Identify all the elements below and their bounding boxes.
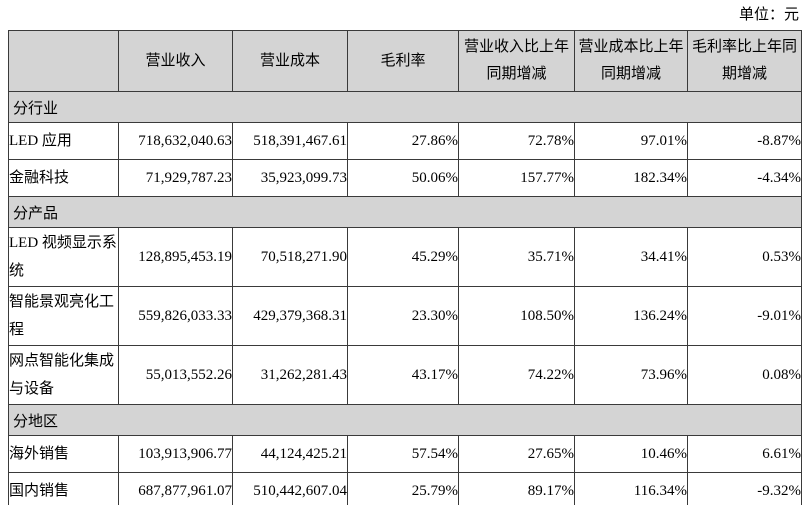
col-header-margin: 毛利率 xyxy=(347,30,459,92)
section-row-by-region: 分地区 xyxy=(8,404,802,436)
unit-label: 单位：元 xyxy=(738,7,799,23)
cost-yoy-cell: 182.34% xyxy=(574,159,688,197)
row-label: 海外销售 xyxy=(8,435,119,473)
cost-yoy-cell: 136.24% xyxy=(574,286,688,346)
revenue-cell: 103,913,906.77 xyxy=(118,435,233,473)
row-label: 国内销售 xyxy=(8,472,119,505)
revenue-cell: 128,895,453.19 xyxy=(118,227,233,287)
margin-yoy-cell: 0.53% xyxy=(687,227,802,287)
cost-cell: 35,923,099.73 xyxy=(232,159,348,197)
revenue-cell: 71,929,787.23 xyxy=(118,159,233,197)
table-row: 海外销售 103,913,906.77 44,124,425.21 57.54%… xyxy=(8,435,802,473)
margin-yoy-cell: -8.87% xyxy=(687,122,802,160)
section-title: 分地区 xyxy=(8,404,802,436)
revenue-yoy-cell: 108.50% xyxy=(458,286,575,346)
cost-cell: 429,379,368.31 xyxy=(232,286,348,346)
table-row: LED 视频显示系统 128,895,453.19 70,518,271.90 … xyxy=(8,227,802,287)
financial-table: 营业收入 营业成本 毛利率 营业收入比上年同期增减 营业成本比上年同期增减 毛利… xyxy=(8,30,802,505)
margin-yoy-cell: 0.08% xyxy=(687,345,802,405)
cost-yoy-cell: 73.96% xyxy=(574,345,688,405)
cost-cell: 510,442,607.04 xyxy=(232,472,348,505)
revenue-yoy-cell: 157.77% xyxy=(458,159,575,197)
margin-cell: 25.79% xyxy=(347,472,459,505)
cost-yoy-cell: 34.41% xyxy=(574,227,688,287)
row-label: 智能景观亮化工程 xyxy=(8,286,119,346)
revenue-cell: 687,877,961.07 xyxy=(118,472,233,505)
margin-yoy-cell: 6.61% xyxy=(687,435,802,473)
table-row: LED 应用 718,632,040.63 518,391,467.61 27.… xyxy=(8,122,802,160)
row-label: 金融科技 xyxy=(8,159,119,197)
revenue-cell: 559,826,033.33 xyxy=(118,286,233,346)
section-row-by-product: 分产品 xyxy=(8,196,802,228)
row-label: LED 视频显示系统 xyxy=(8,227,119,287)
cost-cell: 44,124,425.21 xyxy=(232,435,348,473)
section-title: 分产品 xyxy=(8,196,802,228)
margin-cell: 45.29% xyxy=(347,227,459,287)
section-title: 分行业 xyxy=(8,91,802,123)
row-label: LED 应用 xyxy=(8,122,119,160)
margin-cell: 43.17% xyxy=(347,345,459,405)
col-header-revenue-yoy: 营业收入比上年同期增减 xyxy=(458,30,575,92)
cost-yoy-cell: 116.34% xyxy=(574,472,688,505)
revenue-yoy-cell: 72.78% xyxy=(458,122,575,160)
table-header-row: 营业收入 营业成本 毛利率 营业收入比上年同期增减 营业成本比上年同期增减 毛利… xyxy=(8,30,802,92)
revenue-cell: 718,632,040.63 xyxy=(118,122,233,160)
revenue-yoy-cell: 27.65% xyxy=(458,435,575,473)
col-header-margin-yoy: 毛利率比上年同期增减 xyxy=(687,30,802,92)
margin-yoy-cell: -4.34% xyxy=(687,159,802,197)
margin-cell: 57.54% xyxy=(347,435,459,473)
col-header-cost: 营业成本 xyxy=(232,30,348,92)
margin-yoy-cell: -9.32% xyxy=(687,472,802,505)
cost-cell: 518,391,467.61 xyxy=(232,122,348,160)
revenue-yoy-cell: 74.22% xyxy=(458,345,575,405)
revenue-yoy-cell: 89.17% xyxy=(458,472,575,505)
cost-yoy-cell: 10.46% xyxy=(574,435,688,473)
cost-yoy-cell: 97.01% xyxy=(574,122,688,160)
col-header-revenue: 营业收入 xyxy=(118,30,233,92)
table-row: 智能景观亮化工程 559,826,033.33 429,379,368.31 2… xyxy=(8,286,802,346)
col-header-blank xyxy=(8,30,119,92)
revenue-yoy-cell: 35.71% xyxy=(458,227,575,287)
revenue-cell: 55,013,552.26 xyxy=(118,345,233,405)
col-header-cost-yoy: 营业成本比上年同期增减 xyxy=(574,30,688,92)
row-label: 网点智能化集成与设备 xyxy=(8,345,119,405)
margin-cell: 23.30% xyxy=(347,286,459,346)
margin-cell: 27.86% xyxy=(347,122,459,160)
table-row: 金融科技 71,929,787.23 35,923,099.73 50.06% … xyxy=(8,159,802,197)
margin-yoy-cell: -9.01% xyxy=(687,286,802,346)
cost-cell: 31,262,281.43 xyxy=(232,345,348,405)
table-row: 国内销售 687,877,961.07 510,442,607.04 25.79… xyxy=(8,472,802,505)
cost-cell: 70,518,271.90 xyxy=(232,227,348,287)
margin-cell: 50.06% xyxy=(347,159,459,197)
table-row: 网点智能化集成与设备 55,013,552.26 31,262,281.43 4… xyxy=(8,345,802,405)
section-row-by-industry: 分行业 xyxy=(8,91,802,123)
